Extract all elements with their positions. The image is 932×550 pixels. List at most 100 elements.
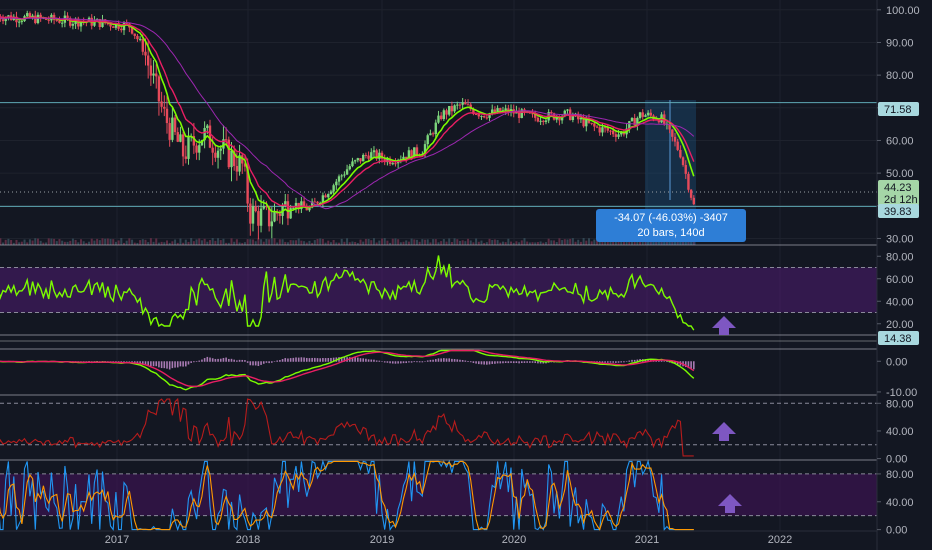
candle-body (410, 150, 413, 159)
pane-separators[interactable] (0, 244, 932, 461)
macd-histogram-bar (507, 361, 510, 364)
macd-histogram-bar (131, 361, 133, 363)
volume-bar (394, 238, 397, 245)
volume-bar (512, 242, 515, 245)
volume-bar (66, 241, 69, 245)
volume-bar (445, 241, 448, 245)
candle-body (644, 115, 647, 117)
candle-body (606, 128, 609, 131)
time-axis[interactable]: 2017 2018 2019 2020 2021 2022 (105, 534, 792, 546)
macd-histogram-bar (606, 361, 609, 363)
macd-histogram-bar (357, 357, 359, 362)
macd-histogram-bar (160, 361, 163, 369)
candle-body (286, 201, 290, 219)
volume-bar (34, 238, 37, 245)
volume-bar (225, 242, 228, 245)
volume-bar (467, 238, 470, 245)
candle-body (120, 28, 123, 31)
candle-body (173, 117, 177, 133)
volume-bar (534, 242, 537, 245)
candle-body (353, 160, 357, 162)
time-axis-label: 2018 (236, 534, 260, 546)
volume-bar (372, 238, 375, 245)
volume-bar (491, 240, 494, 245)
volume-bar (98, 240, 101, 245)
candle-body (598, 127, 601, 133)
volume-bar (179, 238, 182, 245)
tag-last-price-text: 44.23 (884, 182, 912, 194)
macd-histogram-bar (625, 361, 628, 362)
macd-histogram-bar (400, 361, 402, 364)
volume-bar (222, 238, 225, 245)
candle-body (536, 117, 540, 122)
tag-line-upper-text: 71.58 (884, 104, 912, 116)
candle-body (273, 211, 276, 222)
macd-histogram-bar (271, 361, 273, 363)
candle-body (1, 19, 5, 22)
macd-histogram-bar (658, 360, 660, 362)
macd-histogram-bar (359, 358, 362, 362)
candle-body (69, 18, 72, 26)
volume-bar (434, 239, 437, 245)
candle-body (58, 20, 61, 23)
macd-histogram-bar (472, 361, 475, 364)
volume-bar (36, 238, 39, 245)
candle-body (292, 208, 295, 210)
candle-body (684, 164, 687, 174)
axis-tick-label: 30.00 (886, 234, 914, 246)
candle-body (370, 152, 373, 159)
volume-bar (544, 242, 547, 245)
candle-body (270, 221, 274, 227)
volume-bar (286, 242, 289, 245)
candle-body (603, 127, 607, 129)
candle-body (249, 203, 252, 224)
volume-bar (308, 240, 311, 245)
macd-histogram-bar (322, 357, 324, 362)
macd-histogram-bar (496, 361, 499, 364)
volume-bar (157, 242, 160, 245)
volume-bar (354, 241, 357, 245)
macd-histogram-bar (381, 361, 383, 362)
macd-histogram-bar (187, 361, 190, 365)
macd-histogram-bar (386, 361, 389, 363)
volume-bar (531, 242, 534, 245)
macd-histogram-bar (429, 359, 432, 362)
price-axis[interactable]: 100.0090.0080.0070.0060.0050.0040.0030.0… (877, 5, 920, 537)
volume-bar (526, 241, 529, 245)
candle-body (423, 144, 427, 154)
volume-bar (160, 241, 163, 245)
candle-body (429, 133, 432, 136)
volume-bar (53, 238, 56, 245)
macd-histogram-bar (362, 358, 365, 362)
candle-body (302, 201, 306, 207)
candle-body (163, 106, 166, 109)
macd-histogram-bar (332, 357, 335, 362)
time-axis-label: 2017 (105, 534, 129, 546)
volume-bar (184, 239, 187, 245)
volume-bar (335, 242, 338, 245)
volume-bar (598, 239, 601, 245)
macd-histogram-bar (499, 361, 502, 364)
macd-histogram-bar (684, 361, 687, 368)
macd-histogram-bar (195, 361, 198, 362)
horizontal-lines[interactable] (0, 102, 877, 207)
candle-body (676, 141, 679, 150)
candle-body (195, 145, 198, 153)
volume-bar (397, 239, 400, 245)
volume-bar (386, 240, 389, 245)
macd-histogram-bar (276, 360, 278, 362)
candle-body (550, 112, 553, 114)
volume-bar (270, 238, 273, 245)
volume-bar (375, 242, 378, 245)
macd-histogram-bar (687, 361, 690, 369)
macd-pane (0, 349, 695, 391)
candle-body (152, 73, 155, 76)
volume-bar (391, 238, 394, 245)
candle-body (208, 125, 212, 148)
axis-tick-label: 100.00 (886, 5, 920, 17)
volume-bar (252, 239, 255, 245)
candle-body (687, 173, 690, 190)
macd-histogram-bar (410, 361, 413, 363)
macd-histogram-bar (295, 357, 297, 362)
